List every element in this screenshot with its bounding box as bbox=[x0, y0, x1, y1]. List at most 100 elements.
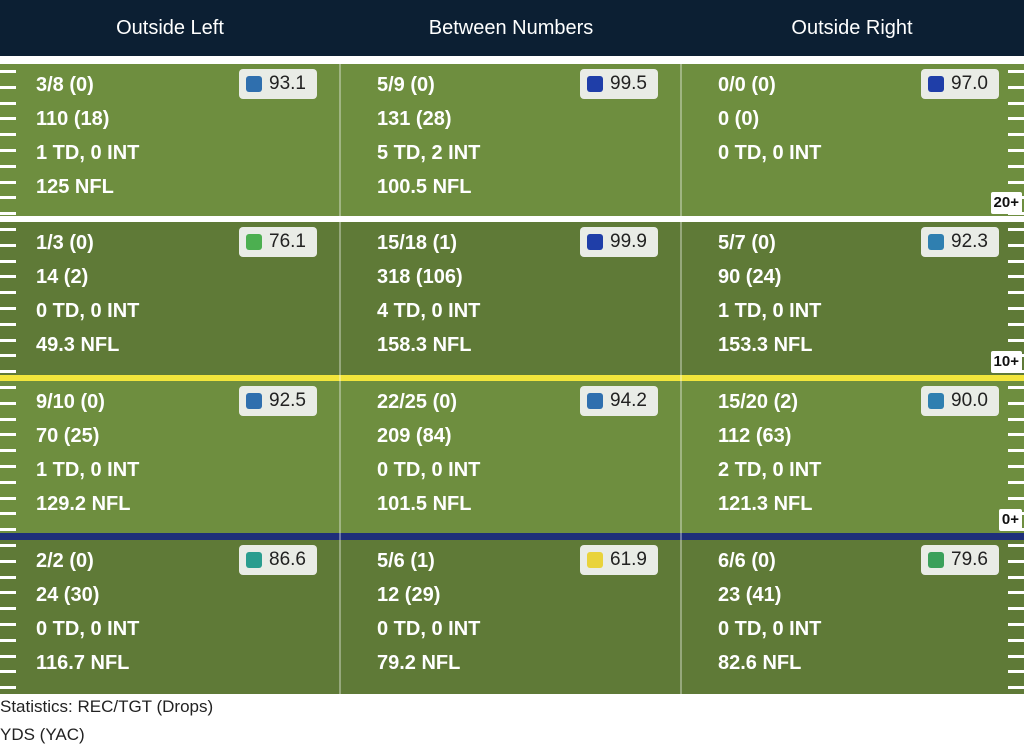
yard-tick bbox=[0, 212, 16, 215]
nfl-rating-value: 101.5 NFL bbox=[377, 493, 472, 515]
grade-value: 61.9 bbox=[610, 549, 647, 570]
grade-color-swatch bbox=[246, 234, 262, 250]
yards-value: 12 (29) bbox=[377, 584, 441, 606]
depth-label-20: 20+ bbox=[990, 192, 1022, 214]
yard-tick bbox=[0, 149, 16, 152]
yards-value: 131 (28) bbox=[377, 108, 452, 130]
yard-tick bbox=[0, 117, 16, 120]
grade-badge: 94.2 bbox=[580, 386, 658, 416]
field-line-top bbox=[0, 56, 1024, 64]
rec-tgt-value: 2/2 (0) bbox=[36, 550, 94, 572]
depth-label-0: 0+ bbox=[998, 509, 1022, 531]
depth-label-10: 10+ bbox=[990, 351, 1022, 373]
yard-tick bbox=[0, 196, 16, 199]
legend-stat-line-2: YDS (YAC) bbox=[0, 725, 85, 744]
yard-tick bbox=[1008, 686, 1024, 689]
zone-cell: 5/7 (0) 90 (24) 1 TD, 0 INT 153.3 NFL 92.3 bbox=[682, 222, 1022, 375]
yards-value: 23 (41) bbox=[718, 584, 782, 606]
rec-tgt-value: 5/6 (1) bbox=[377, 550, 435, 572]
td-int-value: 4 TD, 0 INT bbox=[377, 300, 481, 322]
zone-cell: 6/6 (0) 23 (41) 0 TD, 0 INT 82.6 NFL 79.6 bbox=[682, 540, 1022, 694]
grade-badge: 76.1 bbox=[239, 227, 317, 257]
yard-tick bbox=[1008, 402, 1024, 405]
yard-tick bbox=[0, 70, 16, 73]
yard-tick bbox=[1008, 244, 1024, 247]
rec-tgt-value: 5/9 (0) bbox=[377, 74, 435, 96]
yard-tick bbox=[0, 260, 16, 263]
yard-tick bbox=[1008, 275, 1024, 278]
yard-tick bbox=[1008, 465, 1024, 468]
yard-tick bbox=[0, 560, 16, 563]
grade-color-swatch bbox=[928, 234, 944, 250]
yard-tick bbox=[0, 544, 16, 547]
td-int-value: 0 TD, 0 INT bbox=[377, 459, 481, 481]
yard-tick bbox=[1008, 149, 1024, 152]
yard-tick bbox=[0, 181, 16, 184]
grade-value: 86.6 bbox=[269, 549, 306, 570]
depth-row: 1/3 (0) 14 (2) 0 TD, 0 INT 49.3 NFL 76.1 15/1… bbox=[0, 222, 1024, 375]
yard-tick bbox=[0, 354, 16, 357]
yard-tick bbox=[1008, 418, 1024, 421]
td-int-value: 1 TD, 0 INT bbox=[718, 300, 822, 322]
nfl-rating-value: 153.3 NFL bbox=[718, 334, 813, 356]
yard-tick bbox=[1008, 433, 1024, 436]
yards-value: 318 (106) bbox=[377, 266, 463, 288]
yard-tick bbox=[0, 370, 16, 373]
depth-row: 3/8 (0) 110 (18) 1 TD, 0 INT 125 NFL 93.1 5/9… bbox=[0, 64, 1024, 216]
yard-tick bbox=[0, 228, 16, 231]
yards-value: 14 (2) bbox=[36, 266, 89, 288]
column-header-between-numbers: Between Numbers bbox=[428, 17, 594, 39]
yard-tick bbox=[1008, 623, 1024, 626]
yards-value: 0 (0) bbox=[718, 108, 760, 130]
left-numbers-line bbox=[339, 64, 341, 694]
grade-color-swatch bbox=[928, 552, 944, 568]
td-int-value: 1 TD, 0 INT bbox=[36, 459, 140, 481]
first-down-line bbox=[0, 375, 1024, 381]
grade-color-swatch bbox=[587, 234, 603, 250]
yard-tick bbox=[0, 497, 16, 500]
yard-tick bbox=[0, 607, 16, 610]
grade-color-swatch bbox=[246, 552, 262, 568]
yard-tick bbox=[1008, 544, 1024, 547]
nfl-rating-value: 121.3 NFL bbox=[718, 493, 813, 515]
rec-tgt-value: 3/8 (0) bbox=[36, 74, 94, 96]
grade-badge: 99.5 bbox=[580, 69, 658, 99]
yard-tick bbox=[1008, 133, 1024, 136]
yard-tick bbox=[1008, 260, 1024, 263]
column-header-outside-right: Outside Right bbox=[791, 17, 913, 39]
zone-cell: 1/3 (0) 14 (2) 0 TD, 0 INT 49.3 NFL 76.1 bbox=[0, 222, 340, 375]
yard-tick bbox=[0, 623, 16, 626]
td-int-value: 0 TD, 0 INT bbox=[718, 618, 822, 640]
yards-value: 24 (30) bbox=[36, 584, 100, 606]
grade-badge: 92.5 bbox=[239, 386, 317, 416]
yard-tick bbox=[0, 165, 16, 168]
yard-tick bbox=[1008, 165, 1024, 168]
yard-tick bbox=[0, 402, 16, 405]
nfl-rating-value: 79.2 NFL bbox=[377, 652, 461, 674]
yard-tick bbox=[1008, 449, 1024, 452]
yard-tick bbox=[0, 244, 16, 247]
grade-value: 99.9 bbox=[610, 231, 647, 252]
yard-tick bbox=[0, 275, 16, 278]
grade-value: 90.0 bbox=[951, 390, 988, 411]
yard-tick bbox=[0, 465, 16, 468]
grade-color-swatch bbox=[587, 76, 603, 92]
grade-value: 92.3 bbox=[951, 231, 988, 252]
yard-tick bbox=[1008, 228, 1024, 231]
yard-tick bbox=[1008, 70, 1024, 73]
yards-value: 110 (18) bbox=[36, 108, 110, 130]
yard-tick bbox=[1008, 86, 1024, 89]
grade-value: 79.6 bbox=[951, 549, 988, 570]
rec-tgt-value: 6/6 (0) bbox=[718, 550, 776, 572]
grade-badge: 86.6 bbox=[239, 545, 317, 575]
yard-tick bbox=[0, 307, 16, 310]
yards-value: 112 (63) bbox=[718, 425, 792, 447]
depth-row: 9/10 (0) 70 (25) 1 TD, 0 INT 129.2 NFL 92.5 2… bbox=[0, 381, 1024, 533]
yard-tick bbox=[1008, 576, 1024, 579]
yard-tick bbox=[0, 133, 16, 136]
zone-cell: 0/0 (0) 0 (0) 0 TD, 0 INT 97.0 bbox=[682, 64, 1022, 216]
rec-tgt-value: 0/0 (0) bbox=[718, 74, 776, 96]
yard-tick bbox=[1008, 639, 1024, 642]
nfl-rating-value: 125 NFL bbox=[36, 176, 114, 198]
zone-cell: 22/25 (0) 209 (84) 0 TD, 0 INT 101.5 NFL 94.… bbox=[341, 381, 681, 533]
